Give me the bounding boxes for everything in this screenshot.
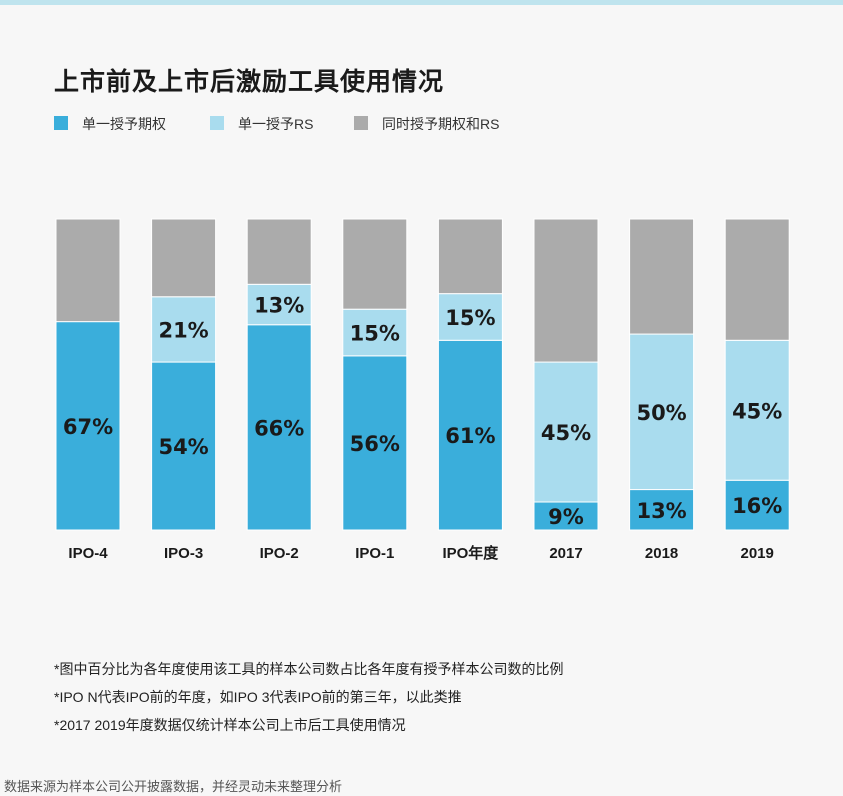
bar-segment (342, 218, 408, 310)
legend-swatch-rs (210, 116, 224, 130)
bar-value-label: 13% (254, 294, 304, 318)
legend-swatch-both (354, 116, 368, 130)
bar-segment (55, 321, 121, 531)
data-source-note: 数据来源为样本公司公开披露数据，并经灵动未来整理分析 (4, 779, 343, 794)
bar-segment (246, 218, 312, 285)
bar-segment (629, 333, 695, 491)
bar-segment (533, 218, 599, 363)
stacked-bar-chart: 67% IPO-4 54% 21% IPO-3 66% 13% IPO-2 56% 15% IPO-… (55, 218, 790, 562)
bar-value-label: 45% (732, 399, 782, 423)
bar-segment (724, 218, 790, 341)
category-label: IPO-3 (164, 545, 203, 562)
bar-value-label: 16% (732, 494, 782, 518)
bar-value-label: 67% (63, 415, 113, 439)
footnotes: *图中百分比为各年度使用该工具的样本公司数占比各年度有授予样本公司数的比例 *I… (54, 655, 563, 739)
bar-value-label: 13% (636, 499, 686, 523)
bar-value-label: 50% (636, 401, 686, 425)
bar-value-label: 21% (158, 318, 208, 342)
category-label: IPO年度 (442, 544, 499, 562)
legend-label-option: 单一授予期权 (82, 116, 166, 132)
bar-segment (246, 283, 312, 326)
bar-segment (246, 324, 312, 531)
category-label: 2018 (645, 545, 678, 562)
category-label: IPO-4 (68, 545, 108, 562)
bar-segment (151, 218, 217, 298)
bar-value-label: 61% (445, 424, 495, 448)
bar-segment (437, 218, 503, 295)
bar-segment (724, 479, 790, 531)
bar-value-label: 45% (541, 421, 591, 445)
category-label: IPO-2 (260, 545, 299, 562)
bar-segment (629, 218, 695, 335)
bar-segment (533, 361, 599, 503)
bar-value-label: 15% (445, 306, 495, 330)
footnote-2: *IPO N代表IPO前的年度，如IPO 3代表IPO前的第三年，以此类推 (54, 689, 462, 705)
category-label: IPO-1 (355, 545, 394, 562)
bar-value-label: 9% (548, 505, 584, 529)
bar-value-label: 56% (350, 432, 400, 456)
bar-segment (151, 361, 217, 531)
legend-label-both: 同时授予期权和RS (382, 116, 500, 132)
legend-swatch-option (54, 116, 68, 130)
bar-segment (724, 339, 790, 481)
top-accent-rule (0, 0, 843, 5)
legend-label-rs: 单一授予RS (238, 116, 314, 132)
bar-value-label: 54% (158, 435, 208, 459)
bar-value-label: 66% (254, 416, 304, 440)
bar-segment (342, 308, 408, 357)
bar-segment (437, 293, 503, 341)
footnote-3: *2017 2019年度数据仅统计样本公司上市后工具使用情况 (54, 717, 406, 733)
category-label: 2017 (549, 545, 582, 562)
footnote-1: *图中百分比为各年度使用该工具的样本公司数占比各年度有授予样本公司数的比例 (54, 661, 564, 677)
category-label: 2019 (741, 545, 774, 562)
bar-value-label: 15% (350, 322, 400, 346)
chart-title: 上市前及上市后激励工具使用情况 (54, 68, 445, 96)
bar-segment (437, 339, 503, 531)
bar-segment (55, 218, 121, 323)
bar-segment (151, 296, 217, 363)
